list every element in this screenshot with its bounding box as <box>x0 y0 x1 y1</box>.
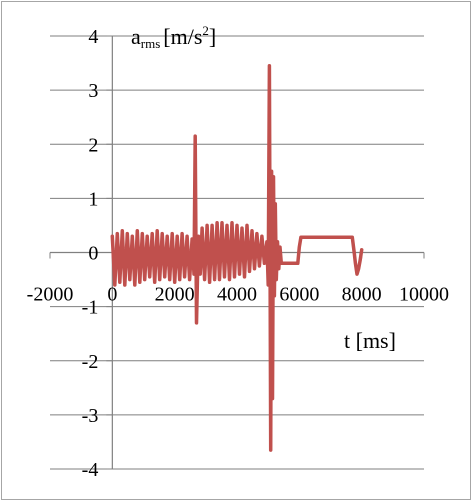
y-tick-label-1: -3 <box>82 405 99 427</box>
y-tick-label-4: 0 <box>88 243 98 265</box>
y-tick-label-2: -2 <box>82 351 99 373</box>
x-axis-title: t [ms] <box>344 328 396 353</box>
x-tick-label-5: 8000 <box>342 284 382 306</box>
y-tick-labels: -4 -3 -2 -1 0 1 2 3 4 <box>82 26 99 481</box>
y-axis-title: arms [m/s2] <box>131 23 216 51</box>
series-line-0 <box>110 64 364 452</box>
y-tick-label-7: 3 <box>88 80 98 102</box>
y-tick-label-3: -1 <box>82 297 99 319</box>
x-tick-label-2: 2000 <box>155 284 195 306</box>
y-tick-marks <box>106 35 113 470</box>
x-tick-label-3: 4000 <box>217 284 257 306</box>
y-tick-label-8: 4 <box>88 26 98 48</box>
x-tick-label-0: -2000 <box>27 284 74 306</box>
series-layer <box>110 64 364 452</box>
x-tick-label-4: 6000 <box>279 284 319 306</box>
y-tick-label-0: -4 <box>82 459 99 481</box>
y-tick-label-6: 2 <box>88 134 98 156</box>
y-tick-label-5: 1 <box>88 188 98 210</box>
x-tick-label-6: 10000 <box>399 284 449 306</box>
x-tick-label-1: 0 <box>107 284 117 306</box>
x-tick-labels: -2000 0 2000 4000 6000 8000 10000 <box>27 284 449 306</box>
